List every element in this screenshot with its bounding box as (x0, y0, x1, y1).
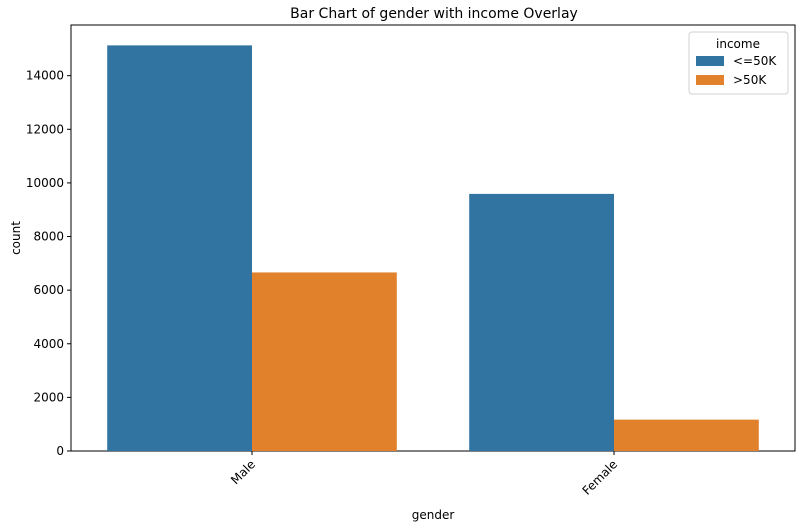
bars (107, 45, 759, 451)
bar-male-series-0 (107, 45, 252, 451)
x-axis-label: gender (412, 508, 455, 522)
legend-label: <=50K (733, 54, 777, 68)
y-tick-label: 8000 (33, 230, 64, 244)
axes-frame (70, 24, 796, 452)
bar-female-series-1 (614, 419, 759, 451)
y-tick-label: 0 (56, 444, 64, 458)
legend-title: income (716, 37, 760, 51)
plot-area (70, 24, 796, 452)
x-tick-label: Female (580, 457, 621, 498)
y-axis-label: count (9, 221, 23, 255)
legend-label: >50K (733, 73, 767, 87)
chart-title: Bar Chart of gender with income Overlay (290, 6, 578, 22)
y-tick-label: 6000 (33, 283, 64, 297)
x-tick-label: Male (228, 457, 258, 487)
x-axis: Male Female (228, 451, 620, 498)
y-tick-label: 10000 (26, 176, 64, 190)
legend-swatch (696, 75, 724, 85)
legend: income <=50K >50K (688, 31, 789, 95)
y-axis: 0 2000 4000 6000 8000 10000 12000 14000 (26, 69, 71, 458)
bar-male-series-1 (252, 272, 397, 451)
y-tick-label: 12000 (26, 122, 64, 136)
y-tick-label: 14000 (26, 69, 64, 83)
bar-female-series-0 (469, 193, 614, 451)
y-tick-label: 4000 (33, 337, 64, 351)
y-tick-label: 2000 (33, 390, 64, 404)
legend-swatch (696, 56, 724, 66)
